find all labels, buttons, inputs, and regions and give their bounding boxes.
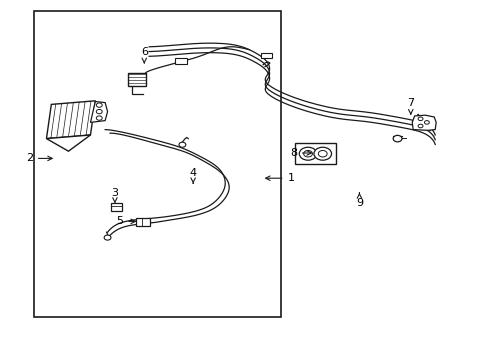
Circle shape	[303, 150, 312, 157]
Text: 5: 5	[116, 216, 135, 226]
Polygon shape	[90, 102, 107, 122]
Bar	[128, 73, 145, 86]
Text: 2: 2	[26, 153, 52, 163]
Text: 8: 8	[289, 148, 311, 158]
Text: 9: 9	[355, 193, 362, 208]
Bar	[260, 53, 272, 58]
Circle shape	[179, 142, 185, 147]
Polygon shape	[46, 101, 95, 139]
Text: 1: 1	[265, 173, 294, 183]
Bar	[294, 143, 335, 164]
Circle shape	[96, 109, 102, 114]
Bar	[110, 203, 122, 211]
Text: 7: 7	[407, 98, 413, 114]
Bar	[136, 218, 149, 226]
Circle shape	[417, 124, 422, 128]
Text: 4: 4	[189, 168, 196, 183]
Bar	[175, 58, 186, 64]
Circle shape	[299, 147, 316, 160]
Polygon shape	[46, 135, 90, 151]
Circle shape	[417, 117, 422, 121]
Circle shape	[96, 103, 102, 107]
Text: 6: 6	[141, 47, 147, 63]
Circle shape	[96, 116, 102, 120]
Text: 3: 3	[111, 188, 118, 203]
Circle shape	[392, 135, 401, 142]
Circle shape	[104, 235, 111, 240]
Bar	[34, 11, 281, 317]
Circle shape	[313, 147, 331, 160]
Circle shape	[424, 121, 428, 124]
Circle shape	[318, 150, 326, 157]
Polygon shape	[411, 115, 435, 130]
